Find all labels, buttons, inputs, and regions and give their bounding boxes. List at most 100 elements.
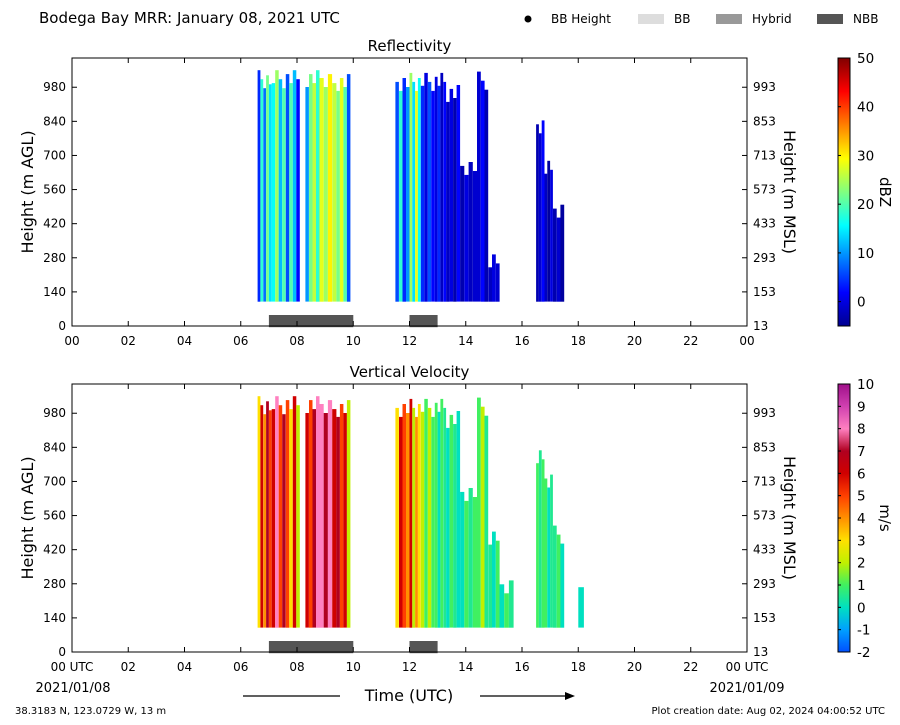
- echo-stripe: [446, 101, 450, 302]
- echo-stripe: [427, 81, 432, 302]
- y-tick-label: 840: [43, 114, 66, 128]
- echo-stripe: [319, 404, 324, 628]
- x-tick-label: 20: [627, 660, 642, 674]
- y-tick-label: 700: [43, 148, 66, 162]
- x-tick-label: 00: [64, 334, 79, 348]
- colorbar-tick-label: 10: [857, 246, 874, 262]
- echo-stripe: [263, 414, 267, 628]
- y-tick-label-right: 993: [753, 406, 776, 420]
- y-tick-label-right: 993: [753, 80, 776, 94]
- x-tick-label: 20: [627, 334, 642, 348]
- x-tick-label: 02: [121, 660, 136, 674]
- echo-stripe: [323, 87, 328, 302]
- echo-stripe: [395, 407, 399, 628]
- echo-stripe: [434, 402, 438, 628]
- colorbar-tick-label: 6: [857, 466, 866, 482]
- y-tick-label-right: 13: [753, 645, 768, 659]
- colorbar-tick-label: 3: [857, 533, 866, 549]
- echo-stripe: [544, 478, 548, 628]
- echo-stripe: [443, 81, 447, 302]
- echo-stripe: [312, 409, 316, 628]
- start-date-label: 2021/01/08: [36, 681, 111, 696]
- panel-title: Vertical Velocity: [350, 363, 470, 381]
- echo-stripe: [332, 409, 337, 628]
- y-tick-label: 560: [43, 183, 66, 197]
- echo-stripe: [536, 463, 539, 628]
- echo-stripe: [289, 409, 293, 628]
- echo-stripe: [477, 397, 481, 628]
- echo-stripe: [495, 540, 500, 628]
- colorbar-tick-label: 10: [857, 377, 874, 393]
- echo-stripe: [346, 74, 351, 302]
- echo-stripe: [538, 450, 542, 628]
- bright-band-bar: [409, 315, 438, 328]
- y-axis-label-right: Height (m MSL): [780, 456, 799, 580]
- echo-stripe: [556, 534, 561, 628]
- location-label: 38.3183 N, 123.0729 W, 13 m: [15, 706, 166, 717]
- x-axis-label: Time (UTC): [364, 686, 453, 705]
- y-tick-label-right: 573: [753, 509, 776, 523]
- y-axis-label: Height (m AGL): [18, 456, 37, 579]
- y-tick-label: 280: [43, 577, 66, 591]
- y-axis-label-right: Height (m MSL): [780, 130, 799, 254]
- echo-stripe: [453, 424, 457, 628]
- figure-title: Bodega Bay MRR: January 08, 2021 UTC: [39, 9, 340, 27]
- echo-stripe: [296, 79, 300, 302]
- echo-stripe: [547, 160, 551, 302]
- echo-stripe: [289, 83, 293, 302]
- echo-stripe: [495, 263, 500, 302]
- echo-stripe: [268, 410, 272, 628]
- echo-stripe: [499, 584, 505, 628]
- colorbar-tick-label: 50: [857, 51, 874, 67]
- echo-stripe: [431, 416, 435, 628]
- x-tick-label: 10: [346, 660, 361, 674]
- y-tick-label-right: 713: [753, 474, 776, 488]
- end-date-label: 2021/01/09: [710, 681, 785, 696]
- echo-stripe: [417, 78, 421, 302]
- colorbar-tick-label: 8: [857, 422, 866, 438]
- x-tick-label: 08: [289, 334, 304, 348]
- y-tick-label-right: 433: [753, 217, 776, 231]
- x-tick-label: 18: [571, 334, 586, 348]
- echo-stripe: [552, 525, 557, 628]
- echo-stripe: [257, 396, 261, 628]
- y-axis-label: Height (m AGL): [18, 130, 37, 253]
- echo-stripe: [420, 85, 425, 302]
- echo-stripe: [449, 88, 454, 302]
- echo-stripe: [316, 70, 320, 302]
- x-tick-label: 04: [177, 660, 192, 674]
- x-tick-label: 04: [177, 334, 192, 348]
- colorbar-tick-label: 20: [857, 197, 874, 213]
- echo-stripe: [488, 267, 493, 302]
- echo-stripe: [560, 543, 565, 628]
- echo-stripe: [309, 400, 313, 628]
- creation-date-label: Plot creation date: Aug 02, 2024 04:00:5…: [652, 706, 885, 717]
- y-tick-label-right: 153: [753, 611, 776, 625]
- bright-band-bar: [268, 315, 354, 328]
- y-tick-label: 700: [43, 474, 66, 488]
- echo-stripe: [319, 78, 324, 302]
- echo-stripe: [278, 79, 283, 302]
- echo-stripe: [492, 254, 496, 302]
- x-tick-label: 06: [233, 334, 248, 348]
- x-tick-label: 02: [121, 334, 136, 348]
- x-tick-label: 00 UTC: [51, 660, 94, 674]
- echo-stripe: [339, 404, 344, 628]
- echo-stripe: [292, 70, 297, 302]
- y-tick-label-right: 293: [753, 251, 776, 265]
- echo-stripe: [440, 398, 444, 628]
- echo-stripe: [456, 411, 461, 628]
- echo-stripe: [412, 407, 416, 628]
- echo-stripe: [332, 83, 337, 302]
- echo-stripe: [477, 71, 481, 302]
- echo-stripe: [402, 78, 406, 302]
- y-tick-label: 420: [43, 543, 66, 557]
- echo-stripe: [460, 491, 465, 628]
- echo-stripe: [480, 406, 485, 628]
- panel-title: Reflectivity: [368, 37, 452, 55]
- colorbar-tick-label: 0: [857, 600, 866, 616]
- legend-label: Hybrid: [752, 12, 792, 26]
- y-tick-label-right: 153: [753, 285, 776, 299]
